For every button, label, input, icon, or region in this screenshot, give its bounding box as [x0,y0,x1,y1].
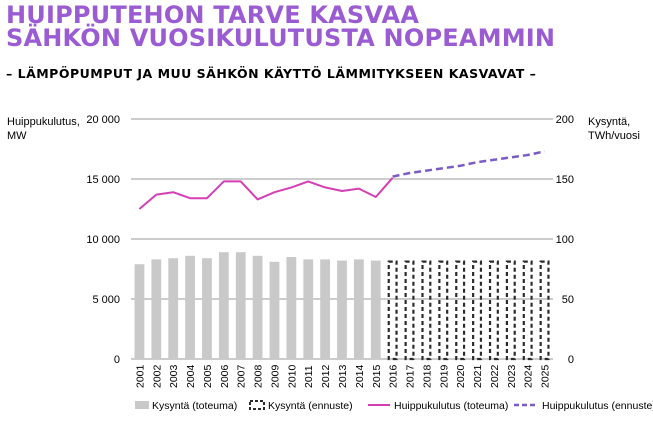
x-tick-label: 2018 [421,364,433,388]
right-tick-label: 100 [556,234,574,246]
bar-demand-forecast [488,260,499,361]
x-tick-label: 2008 [253,364,265,388]
x-tick-label: 2002 [151,364,163,388]
bar-demand-forecast [421,260,432,361]
bar-demand-forecast [438,260,449,361]
bar-demand-forecast [505,260,516,361]
page-title: HUIPPUTEHON TARVE KASVAA SÄHKÖN VUOSIKUL… [6,1,556,52]
right-tick-label: 200 [556,114,574,126]
x-tick-label: 2005 [202,364,214,388]
left-axis-label-line1: Huippukulutus, [7,116,80,128]
x-tick-label: 2010 [286,364,298,388]
x-tick-label: 2007 [236,364,248,388]
legend-swatch-demand-forecast [249,400,265,410]
legend-swatch-demand-actual [135,401,149,409]
left-tick-label: 20 000 [86,114,120,126]
bar-demand-actual [134,264,145,359]
x-tick-label: 2003 [168,364,180,388]
right-tick-label: 50 [562,294,574,306]
bar-demand-actual [151,259,162,359]
x-tick-label: 2016 [388,364,400,388]
legend-label-peak-forecast: Huippukulutus (ennuste) [542,400,653,412]
bar-demand-actual [235,252,246,359]
page-subtitle: – LÄMPÖPUMPUT JA MUU SÄHKÖN KÄYTTÖ LÄMMI… [6,66,537,81]
legend-label-demand-actual: Kysyntä (toteuma) [152,400,237,412]
bar-demand-actual [286,257,297,359]
x-tick-label: 2013 [337,364,349,388]
title-line-2: SÄHKÖN VUOSIKULUTUSTA NOPEAMMIN [6,24,556,52]
bar-demand-actual [337,260,347,359]
right-tick-label: 150 [556,174,574,186]
x-tick-label: 2015 [371,364,383,388]
bar-demand-actual [303,259,314,359]
bar-demand-forecast [522,260,533,361]
bar-demand-actual [320,259,331,359]
bar-demand-actual [202,258,212,359]
left-tick-label: 0 [114,354,120,366]
bar-demand-actual [168,258,179,359]
x-tick-label: 2021 [472,364,484,388]
x-tick-label: 2020 [455,364,467,388]
bar-demand-forecast [455,260,466,361]
line-peak-forecast [392,150,545,178]
right-tick-label: 0 [568,354,574,366]
x-tick-label: 2014 [354,364,366,388]
bar-demand-actual [218,252,229,359]
x-tick-label: 2017 [405,364,417,388]
bar-demand-actual [370,260,381,359]
x-tick-label: 2006 [219,364,231,388]
x-tick-label: 2024 [523,364,535,388]
x-tick-label: 2022 [489,364,501,388]
legend-label-demand-forecast: Kysyntä (ennuste) [268,400,353,412]
x-tick-label: 2025 [540,364,552,388]
bar-demand-actual [185,255,195,359]
x-tick-label: 2004 [185,364,197,388]
x-tick-label: 2023 [506,364,518,388]
left-tick-label: 10 000 [86,234,120,246]
line-peak-actual [138,177,394,210]
bar-demand-actual [252,255,263,359]
bar-demand-forecast [404,260,415,361]
x-tick-label: 2001 [134,364,146,388]
x-tick-label: 2009 [269,364,281,388]
x-tick-label: 2019 [438,364,450,388]
x-tick-label: 2012 [320,364,332,388]
left-axis-label-line2: MW [7,130,27,142]
bar-demand-forecast [472,260,483,361]
bar-demand-actual [269,261,280,359]
title-line-1: HUIPPUTEHON TARVE KASVAA [6,1,420,29]
x-tick-label: 2011 [303,365,315,388]
right-axis-label-line1: Kysyntä, [588,116,630,128]
left-tick-label: 15 000 [86,174,120,186]
bar-demand-actual [353,259,364,359]
left-tick-label: 5 000 [92,294,120,306]
legend-label-peak-actual: Huippukulutus (toteuma) [394,400,508,412]
bar-demand-forecast [539,260,550,361]
bar-demand-forecast [387,260,398,361]
right-axis-label-line2: TWh/vuosi [588,130,640,142]
